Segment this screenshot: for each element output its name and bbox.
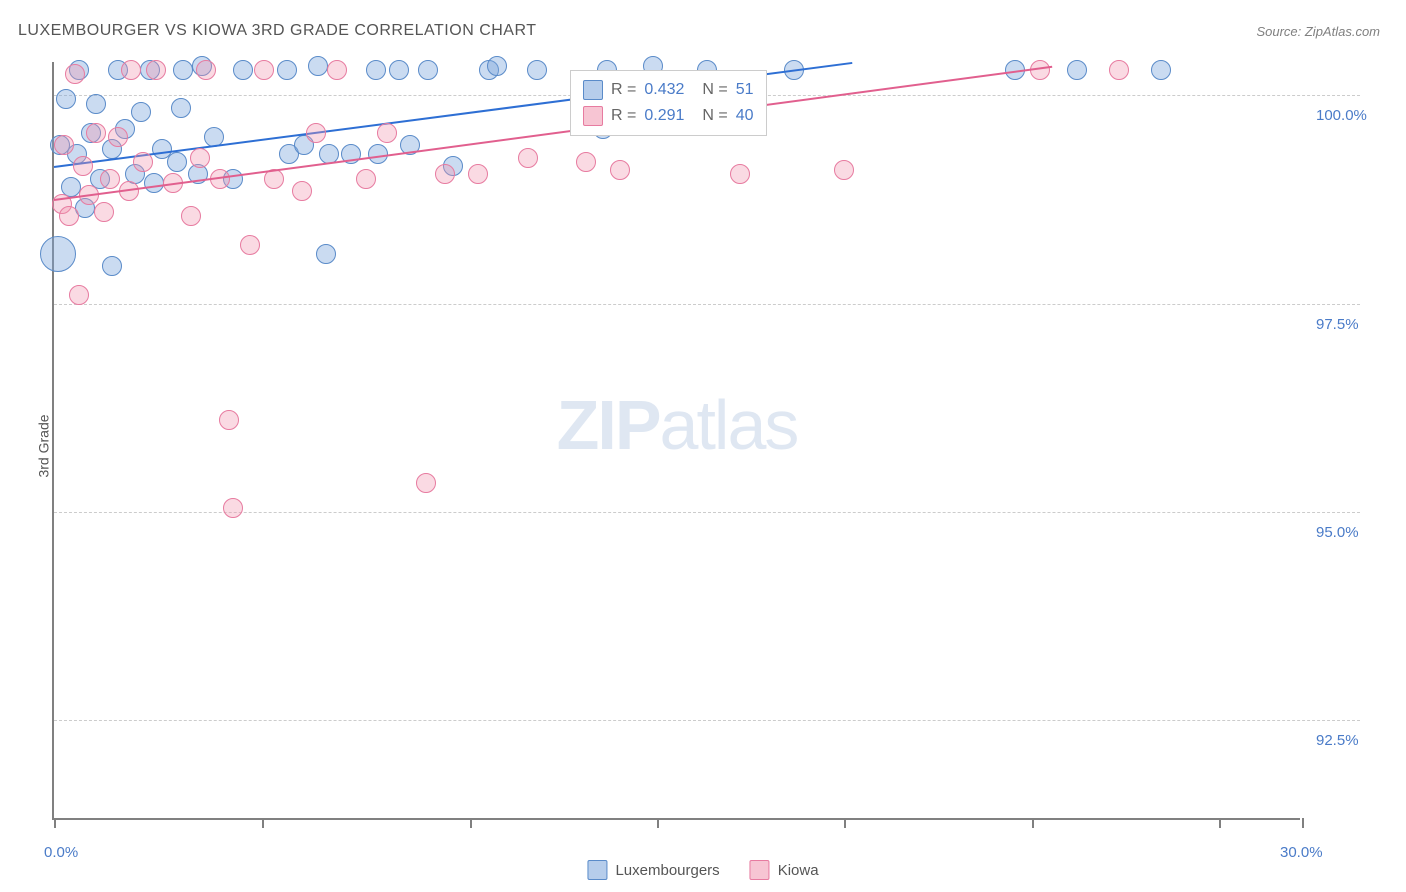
scatter-point-pink [73,156,93,176]
scatter-point-pink [146,60,166,80]
y-tick-label: 97.5% [1316,316,1359,333]
scatter-point-pink [292,181,312,201]
scatter-point-blue [171,98,191,118]
scatter-point-pink [327,60,347,80]
legend-swatch-pink [583,106,603,126]
chart-title: LUXEMBOURGER VS KIOWA 3RD GRADE CORRELAT… [18,22,537,40]
scatter-point-blue [366,60,386,80]
y-axis-label: 3rd Grade [36,414,52,477]
scatter-point-blue [131,102,151,122]
scatter-point-blue [316,244,336,264]
scatter-point-pink [69,285,89,305]
scatter-point-pink [190,148,210,168]
n-label: N = [702,81,727,99]
x-axis-start-label: 0.0% [44,844,78,861]
legend-item-blue: Luxembourgers [587,860,719,880]
scatter-point-pink [730,164,750,184]
series-legend: Luxembourgers Kiowa [587,860,818,880]
watermark-light: atlas [660,386,798,464]
scatter-point-pink [121,60,141,80]
gridline [54,720,1360,721]
scatter-point-pink [1109,60,1129,80]
x-tick [262,818,264,828]
scatter-point-blue [487,56,507,76]
legend-swatch-blue [587,860,607,880]
x-axis-end-label: 30.0% [1280,844,1323,861]
corr-legend-row-blue: R = 0.432 N = 51 [583,77,754,103]
x-tick [844,818,846,828]
scatter-point-blue [1151,60,1171,80]
scatter-point-pink [86,123,106,143]
x-tick [470,818,472,828]
r-label: R = [611,107,636,125]
legend-swatch-blue [583,80,603,100]
scatter-point-pink [133,152,153,172]
scatter-point-pink [108,127,128,147]
scatter-point-blue [1067,60,1087,80]
scatter-point-pink [219,410,239,430]
x-tick [1219,818,1221,828]
correlation-legend: R = 0.432 N = 51 R = 0.291 N = 40 [570,70,767,136]
y-tick-label: 95.0% [1316,524,1359,541]
scatter-point-blue [308,56,328,76]
legend-swatch-pink [750,860,770,880]
scatter-point-pink [518,148,538,168]
scatter-point-blue [418,60,438,80]
scatter-point-pink [94,202,114,222]
scatter-point-pink [196,60,216,80]
r-value: 0.291 [644,107,684,125]
scatter-point-pink [254,60,274,80]
scatter-point-blue [40,236,76,272]
watermark: ZIPatlas [557,385,798,465]
legend-label: Luxembourgers [615,862,719,879]
scatter-point-blue [173,60,193,80]
legend-item-pink: Kiowa [750,860,819,880]
scatter-point-blue [277,60,297,80]
plot-area: ZIPatlas 92.5%95.0%97.5%100.0% [52,62,1300,820]
scatter-point-pink [59,206,79,226]
corr-legend-row-pink: R = 0.291 N = 40 [583,103,754,129]
scatter-point-pink [834,160,854,180]
scatter-point-pink [223,498,243,518]
scatter-point-blue [233,60,253,80]
scatter-point-blue [389,60,409,80]
scatter-point-blue [167,152,187,172]
x-tick [657,818,659,828]
scatter-point-blue [102,256,122,276]
scatter-point-blue [86,94,106,114]
n-value: 40 [736,107,754,125]
r-value: 0.432 [644,81,684,99]
scatter-point-blue [56,89,76,109]
x-tick [1032,818,1034,828]
watermark-bold: ZIP [557,386,660,464]
scatter-point-blue [527,60,547,80]
scatter-point-pink [610,160,630,180]
scatter-point-pink [306,123,326,143]
scatter-point-pink [54,135,74,155]
x-tick [54,818,56,828]
n-label: N = [702,107,727,125]
gridline [54,304,1360,305]
y-tick-label: 100.0% [1316,107,1367,124]
scatter-point-pink [468,164,488,184]
scatter-point-pink [435,164,455,184]
gridline [54,512,1360,513]
scatter-point-pink [240,235,260,255]
source-attribution: Source: ZipAtlas.com [1256,24,1380,39]
scatter-point-pink [356,169,376,189]
scatter-point-pink [416,473,436,493]
scatter-point-pink [576,152,596,172]
n-value: 51 [736,81,754,99]
x-tick [1302,818,1304,828]
y-tick-label: 92.5% [1316,732,1359,749]
r-label: R = [611,81,636,99]
scatter-point-pink [100,169,120,189]
scatter-point-pink [181,206,201,226]
legend-label: Kiowa [778,862,819,879]
scatter-point-pink [65,64,85,84]
scatter-point-pink [377,123,397,143]
scatter-point-blue [144,173,164,193]
